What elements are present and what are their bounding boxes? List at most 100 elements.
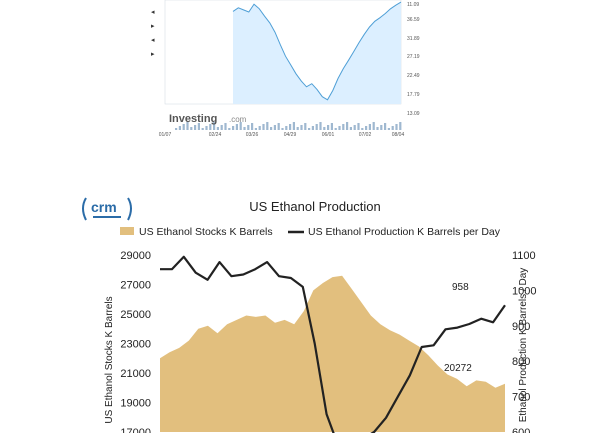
toolbar-arrow-icon[interactable]: ▸ (151, 23, 155, 30)
y2-axis-label: Ethanol Production K Barrels / Day (518, 268, 529, 423)
volume-bar (266, 122, 269, 130)
investing-logo-text: Investing (169, 113, 217, 125)
volume-bar (194, 125, 197, 130)
price-chart: ◂ ▸ ◂ ▸ Investing .com 11.09 36.59 31.89 27… (145, 0, 435, 140)
production-line-path (160, 255, 506, 433)
right-y-tick-label: 600 (512, 427, 530, 433)
ethanol-chart: crm US Ethanol Production US Ethanol Sto… (82, 197, 536, 433)
volume-bar (376, 127, 379, 130)
y-axis-label: US Ethanol Stocks K Barrels (104, 296, 115, 423)
volume-bar (201, 128, 204, 130)
right-y-tick-label: 1000 (512, 285, 536, 297)
volume-bar (228, 128, 231, 130)
price-x-tick-label: 03/26 (246, 132, 259, 138)
volume-bar (380, 125, 383, 130)
volume-bar (323, 127, 326, 130)
volume-bar (277, 123, 280, 130)
price-y-axis: 11.09 36.59 31.89 27.19 22.49 17.79 13.09 (407, 2, 420, 117)
volume-bar (205, 126, 208, 130)
volume-bar (384, 123, 387, 130)
production-line (160, 255, 506, 433)
volume-bar (391, 126, 394, 130)
left-y-tick-label: 19000 (120, 398, 151, 410)
price-y-tick-label: 11.09 (407, 2, 419, 8)
volume-bar (330, 123, 333, 130)
volume-bar (399, 122, 402, 130)
volume-bar (182, 124, 185, 130)
volume-bar (251, 123, 254, 130)
volume-bar (186, 122, 189, 130)
volume-bar (361, 128, 364, 130)
volume-bar (209, 124, 212, 130)
volume-bar (190, 127, 193, 130)
chart-toolbar: ◂ ▸ ◂ ▸ (151, 9, 155, 58)
right-y-tick-label: 900 (512, 321, 530, 333)
volume-bar (368, 124, 371, 130)
price-volume-bars (175, 122, 402, 130)
volume-bar (213, 122, 216, 130)
volume-bar (315, 124, 318, 130)
volume-bar (357, 123, 360, 130)
volume-bar (353, 125, 356, 130)
legend-label-stocks: US Ethanol Stocks K Barrels (139, 226, 273, 238)
volume-bar (349, 127, 352, 130)
volume-bar (258, 126, 261, 130)
right-y-tick-label: 800 (512, 356, 530, 368)
laurel-left-icon (82, 197, 87, 221)
right-y-tick-label: 1100 (512, 250, 536, 262)
right-y-tick-label: 700 (512, 392, 530, 404)
volume-bar (365, 126, 368, 130)
volume-bar (262, 124, 265, 130)
crm-logo: crm (82, 197, 132, 221)
volume-bar (308, 128, 311, 130)
volume-bar (300, 125, 303, 130)
toolbar-arrow-icon[interactable]: ◂ (151, 9, 155, 16)
stocks-area (160, 275, 505, 432)
volume-bar (281, 128, 284, 130)
stocks-last-label: 20272 (444, 363, 472, 374)
volume-bar (334, 128, 337, 130)
volume-bar (327, 125, 330, 130)
volume-bar (247, 125, 250, 130)
volume-bar (342, 124, 345, 130)
volume-bar (285, 126, 288, 130)
price-x-tick-label: 02/24 (209, 132, 222, 138)
investing-logo-suffix: .com (229, 115, 247, 124)
volume-bar (395, 124, 398, 130)
left-y-tick-label: 27000 (120, 280, 151, 292)
toolbar-arrow-icon[interactable]: ◂ (151, 37, 155, 44)
crm-logo-underline (93, 216, 121, 218)
volume-bar (243, 127, 246, 130)
volume-bar (197, 123, 200, 130)
price-y-tick-label: 13.09 (407, 111, 420, 117)
price-y-tick-label: 27.19 (407, 54, 420, 60)
volume-bar (346, 122, 349, 130)
volume-bar (289, 124, 292, 130)
left-y-axis: 29000 27000 25000 23000 21000 19000 17000 (120, 250, 151, 433)
stocks-area-fill (160, 275, 505, 432)
volume-bar (216, 127, 219, 130)
price-y-tick-label: 17.79 (407, 92, 420, 98)
volume-bar (175, 128, 178, 130)
price-y-tick-label: 22.49 (407, 73, 420, 79)
chart-title: US Ethanol Production (249, 199, 381, 214)
left-y-tick-label: 29000 (120, 250, 151, 262)
price-x-axis: 01/07 02/24 03/26 04/29 06/01 07/02 08/04 (159, 132, 405, 138)
laurel-right-icon (127, 197, 132, 221)
price-x-tick-label: 06/01 (322, 132, 335, 138)
crm-logo-text: crm (91, 199, 117, 215)
legend-swatch-stocks (120, 227, 134, 235)
volume-bar (296, 127, 299, 130)
volume-bar (292, 122, 295, 130)
left-y-tick-label: 25000 (120, 309, 151, 321)
toolbar-arrow-icon[interactable]: ▸ (151, 51, 155, 58)
volume-bar (338, 126, 341, 130)
volume-bar (254, 128, 257, 130)
production-last-label: 958 (452, 282, 469, 293)
price-y-tick-label: 31.89 (407, 36, 420, 42)
chart-legend: US Ethanol Stocks K Barrels US Ethanol P… (120, 226, 501, 238)
price-area (232, 1, 402, 105)
volume-bar (387, 128, 390, 130)
price-x-tick-label: 08/04 (392, 132, 405, 138)
volume-bar (311, 126, 314, 130)
